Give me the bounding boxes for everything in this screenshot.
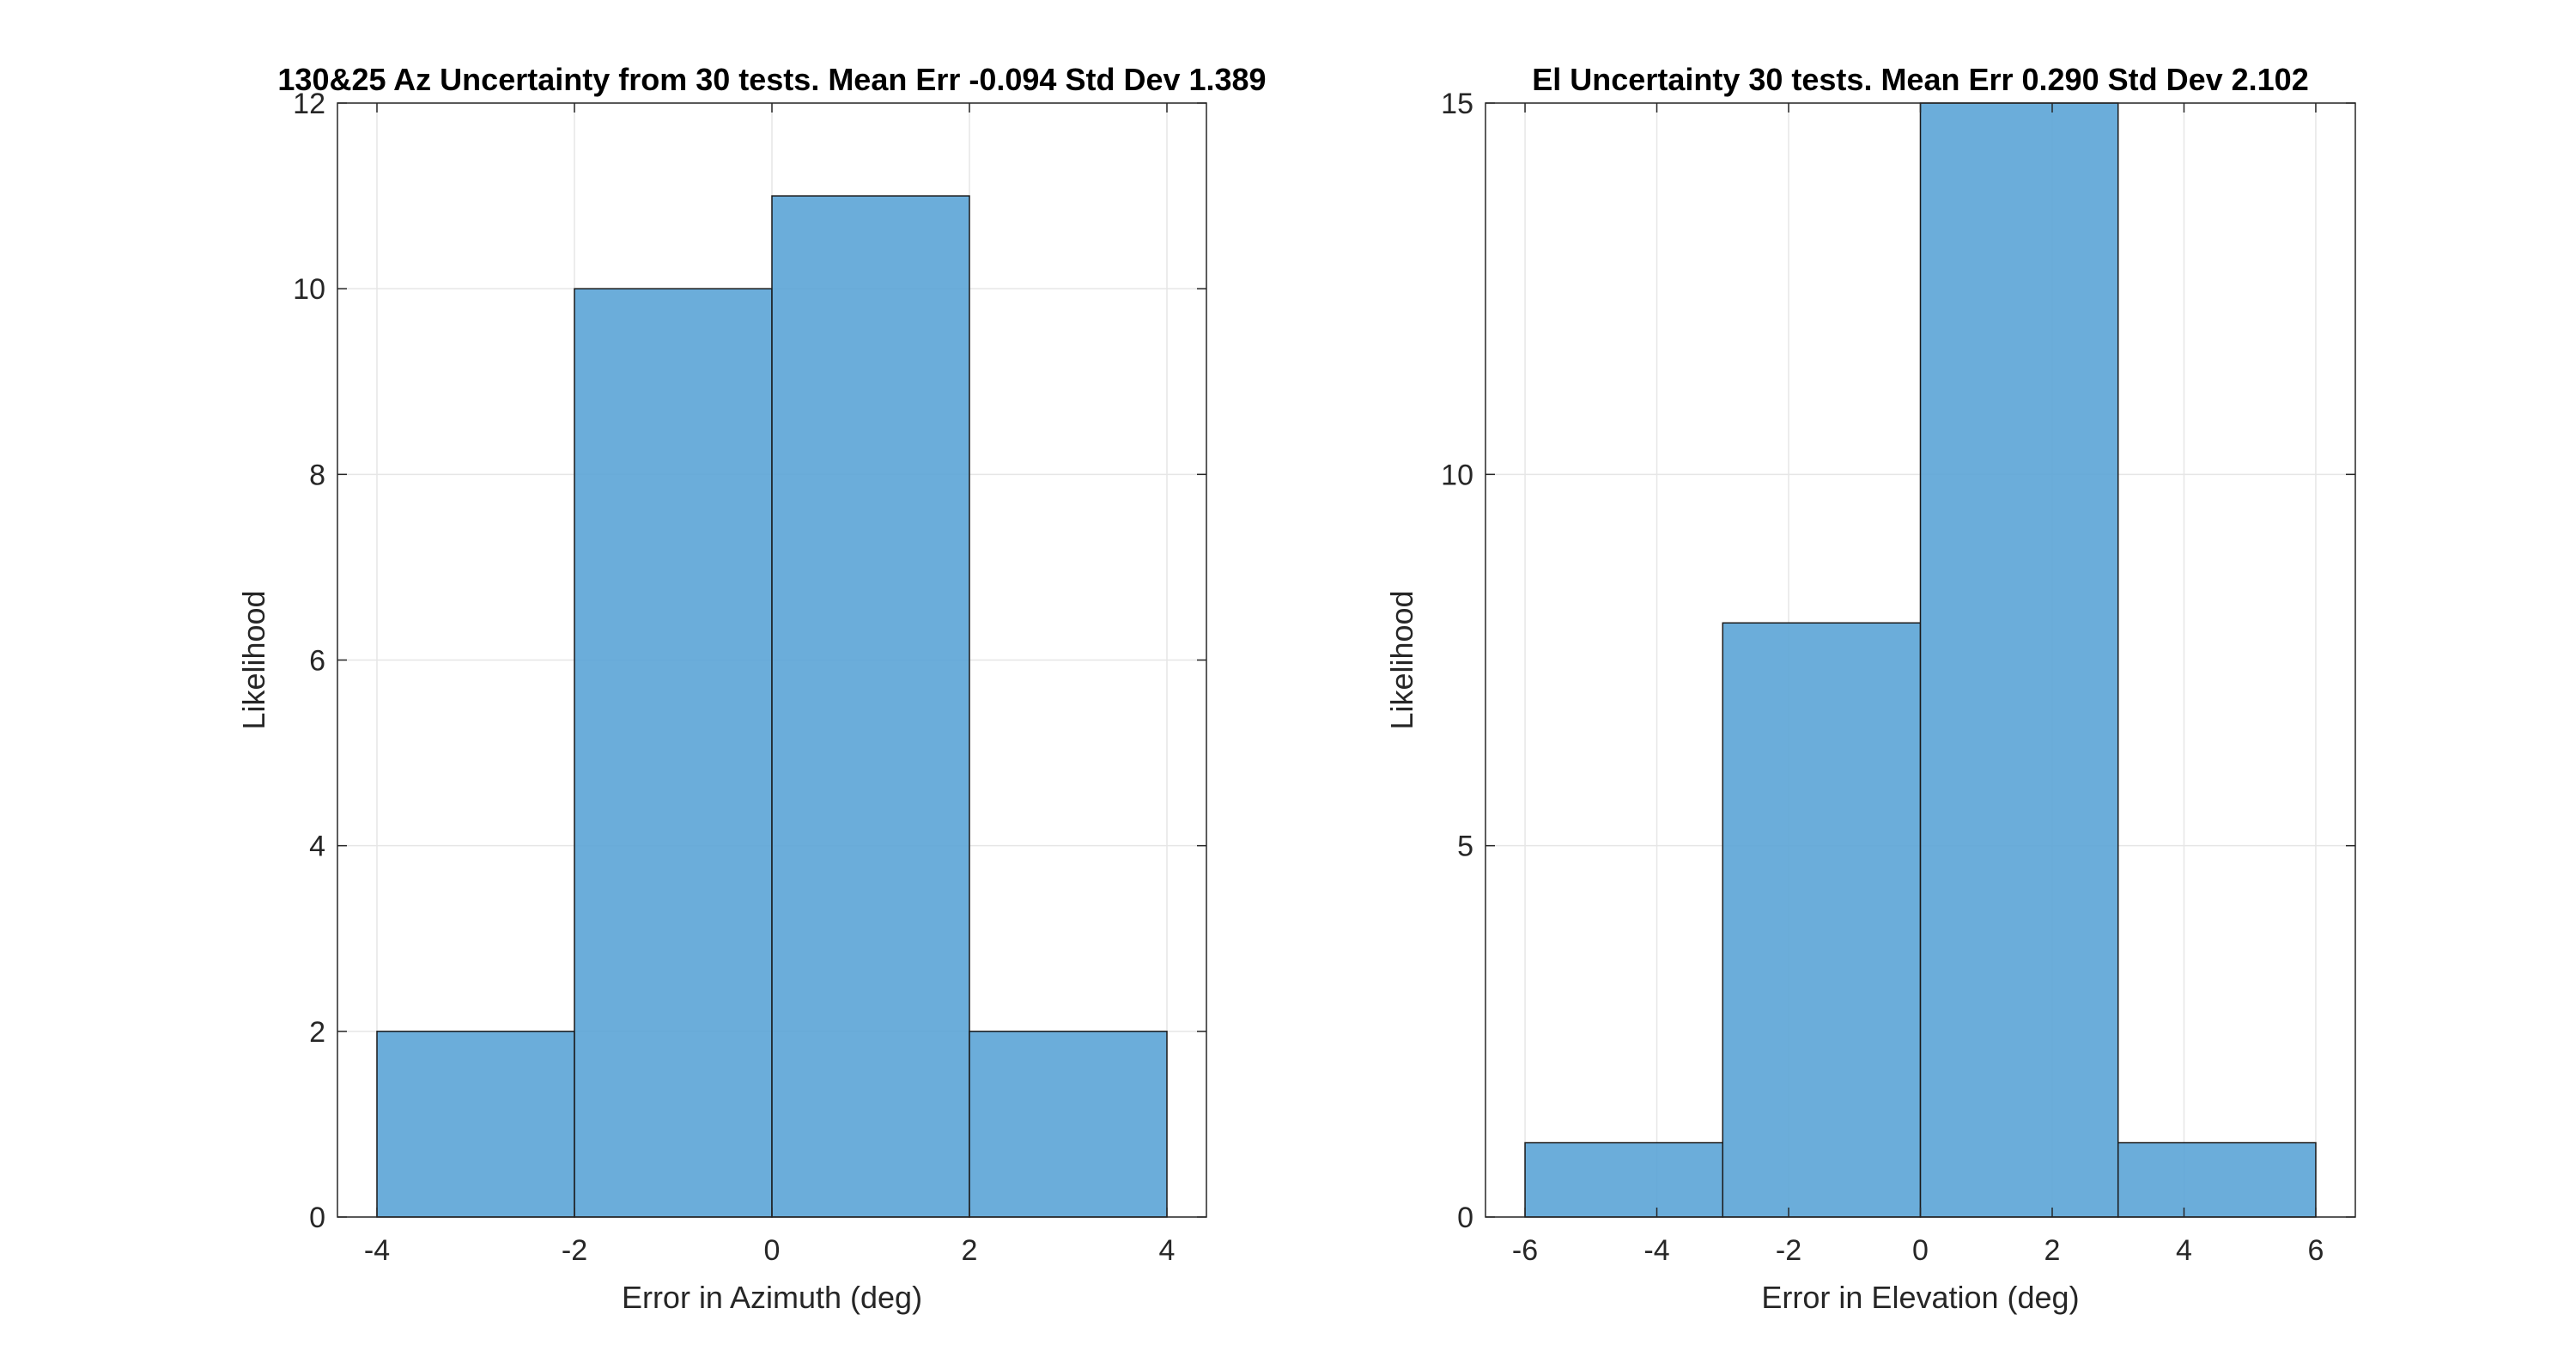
y-tick-label: 0 [1457, 1202, 1473, 1234]
chart-title: 130&25 Az Uncertainty from 30 tests. Mea… [277, 62, 1266, 97]
histogram-bar [969, 1031, 1168, 1218]
histogram-bar [1919, 102, 2119, 1218]
x-tick-label: -2 [1776, 1234, 1801, 1267]
y-tick-label: 4 [309, 831, 325, 863]
x-tick-label: 6 [2307, 1234, 2324, 1267]
x-tick-label: 4 [1159, 1234, 1176, 1267]
y-tick-label: 10 [293, 273, 325, 306]
histogram-bar [574, 288, 773, 1218]
histogram-bar [376, 1031, 575, 1218]
x-tick-label: 2 [2044, 1234, 2061, 1267]
x-tick-label: 4 [2176, 1234, 2192, 1267]
y-tick-label: 10 [1441, 459, 1473, 491]
x-tick-label: -4 [364, 1234, 390, 1267]
x-tick-label: 2 [962, 1234, 978, 1267]
y-tick-label: 0 [309, 1202, 325, 1234]
y-tick-label: 5 [1457, 831, 1473, 863]
y-tick-label: 15 [1441, 88, 1473, 120]
x-tick-label: -6 [1512, 1234, 1538, 1267]
x-axis-label: Error in Azimuth (deg) [622, 1280, 922, 1315]
x-tick-label: -2 [562, 1234, 587, 1267]
y-axis-label: Likelihood [1384, 590, 1419, 729]
y-tick-label: 6 [309, 645, 325, 678]
histogram-bar [771, 195, 970, 1218]
y-tick-label: 12 [293, 88, 325, 120]
x-tick-label: -4 [1643, 1234, 1669, 1267]
histogram-bar [1524, 1141, 1724, 1218]
x-axis-label: Error in Elevation (deg) [1761, 1280, 2079, 1315]
histogram-bar [2117, 1141, 2317, 1218]
chart-azimuth: 130&25 Az Uncertainty from 30 tests. Mea… [236, 62, 1267, 1315]
x-tick-label: 0 [1912, 1234, 1929, 1267]
y-axis-label: Likelihood [236, 590, 271, 729]
histogram-bar [1722, 622, 1922, 1218]
chart-elevation: El Uncertainty 30 tests. Mean Err 0.290 … [1384, 62, 2356, 1315]
chart-title: El Uncertainty 30 tests. Mean Err 0.290 … [1532, 62, 2308, 97]
y-tick-label: 2 [309, 1016, 325, 1049]
x-tick-label: 0 [764, 1234, 781, 1267]
y-tick-label: 8 [309, 459, 325, 491]
